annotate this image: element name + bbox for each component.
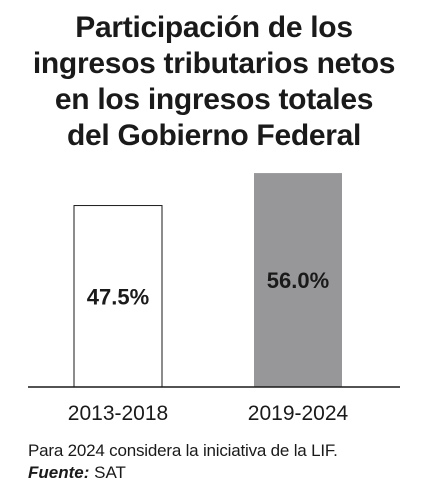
bar-chart: 47.5% 2013-2018 56.0% 2019-2024 [28, 173, 400, 425]
x-tick-label-2013-2018: 2013-2018 [68, 402, 168, 425]
footnote: Para 2024 considera la iniciativa de la … [28, 441, 338, 460]
chart-title-line-1: Participación de los [75, 11, 353, 44]
source-line: Fuente: SAT [28, 462, 126, 484]
chart-title-line-4: del Gobierno Federal [66, 119, 362, 152]
x-tick-label-2019-2024: 2019-2024 [248, 402, 349, 425]
bar-2019-2024 [254, 173, 342, 387]
data-label-2019-2024: 56.0% [267, 268, 329, 293]
chart-title-line-2: ingresos tributarios netos [32, 47, 396, 80]
data-label-2013-2018: 47.5% [87, 284, 149, 309]
chart-title-line-3: en los ingresos totales [54, 83, 374, 116]
source-label: Fuente: [28, 463, 90, 482]
chart-title: Participación de los ingresos tributario… [0, 10, 428, 154]
source-value: SAT [94, 463, 126, 482]
bar-2013-2018 [73, 205, 163, 388]
